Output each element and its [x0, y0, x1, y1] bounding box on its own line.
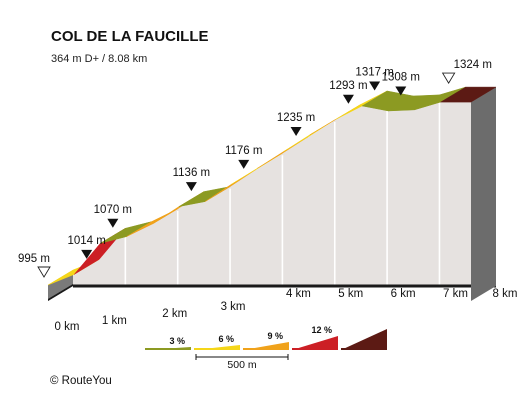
profile-wall-fill — [73, 87, 496, 287]
elevation-label: 1317 m — [355, 66, 393, 78]
legend-scale-label: 500 m — [227, 359, 256, 371]
gradient-band — [439, 86, 497, 103]
legend-swatch — [341, 329, 387, 350]
km-tick-label: 7 km — [443, 288, 468, 300]
elevation-label: 1070 m — [94, 204, 132, 216]
legend-label: 9 % — [267, 331, 283, 341]
elevation-labels: 995 m 1014 m 1070 m 1136 m 1176 m 1235 m 1293 … — [18, 59, 492, 265]
legend-label: 3 % — [169, 336, 185, 346]
legend-swatch — [292, 336, 338, 350]
elevation-marker — [81, 249, 93, 259]
legend-swatch-base — [243, 348, 289, 350]
km-tick-label: 6 km — [391, 288, 416, 300]
km-tick-label: 1 km — [102, 315, 127, 327]
km-tick-label: 2 km — [162, 308, 187, 320]
legend-label: 6 % — [218, 334, 234, 344]
elevation-label: 1176 m — [225, 145, 263, 157]
elevation-marker — [107, 218, 119, 228]
chart-title: COL DE LA FAUCILLE — [51, 28, 209, 45]
elevation-marker — [342, 94, 354, 104]
elevation-marker — [369, 81, 381, 91]
elevation-marker — [290, 127, 302, 137]
legend-swatch-base — [341, 348, 387, 350]
elevation-label: 995 m — [18, 253, 50, 265]
km-tick-label: 8 km — [493, 288, 518, 300]
km-tick-label: 5 km — [338, 288, 363, 300]
km-tick-label: 3 km — [221, 301, 246, 313]
elevation-label: 1136 m — [173, 167, 211, 179]
elevation-marker — [395, 86, 407, 96]
legend-swatch-base — [194, 348, 240, 350]
routeyou-credit: © RouteYou — [50, 375, 112, 387]
profile-start-face — [48, 270, 73, 301]
elevation-label: 1324 m — [454, 59, 492, 71]
elevation-marker — [185, 182, 197, 192]
distance-axis: 0 km 1 km 2 km 3 km 4 km 5 km 6 km 7 km 8 km — [55, 288, 518, 333]
km-tick-label: 4 km — [286, 288, 311, 300]
elevation-marker-open — [37, 266, 51, 278]
elevation-label: 1235 m — [277, 112, 315, 124]
elevation-label: 1308 m — [382, 71, 420, 83]
profile-end-face — [471, 87, 496, 302]
elevation-marker-open — [441, 72, 456, 84]
gradient-bands — [47, 86, 497, 301]
legend-label: 12 % — [311, 325, 332, 335]
elevation-marker — [238, 159, 250, 169]
profile-side-wall — [73, 87, 496, 302]
elevation-markers — [37, 72, 456, 278]
legend-swatch-base — [145, 348, 191, 350]
elevation-label: 1014 m — [67, 235, 105, 247]
legend-swatch-base — [292, 348, 338, 350]
profile-base-edge — [48, 284, 73, 301]
elevation-label: 1293 m — [329, 80, 367, 92]
gradient-legend: 3 % 6 % 9 % 12 % 500 m — [145, 325, 387, 371]
chart-subtitle: 364 m D+ / 8.08 km — [51, 53, 147, 65]
km-tick-label: 0 km — [55, 321, 80, 333]
